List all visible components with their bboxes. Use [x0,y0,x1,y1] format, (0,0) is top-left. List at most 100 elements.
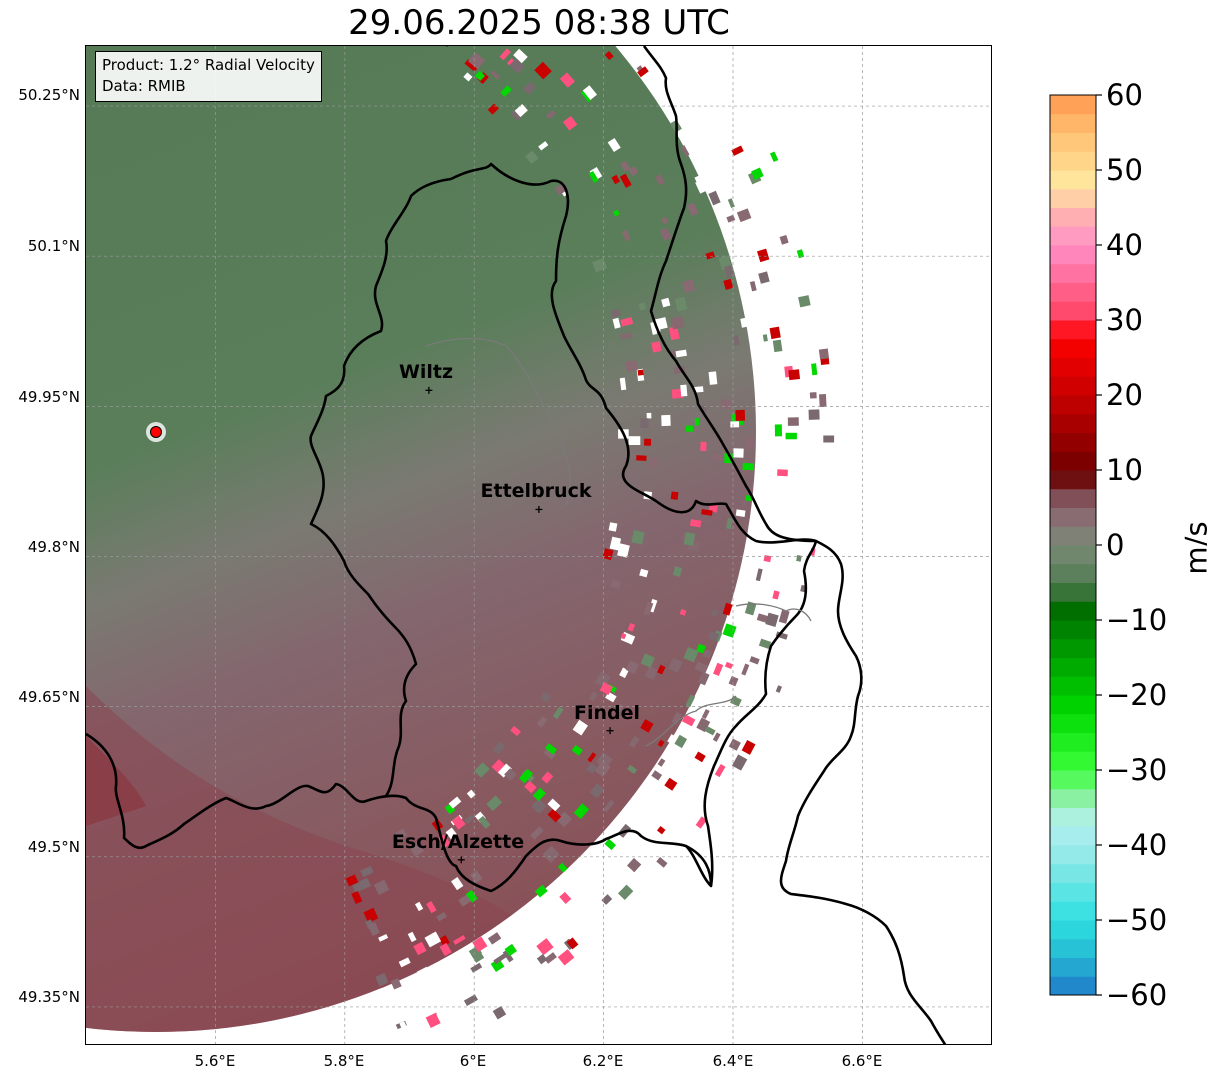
lon-tick-label: 6.4°E [712,1052,754,1070]
radar-speckle [580,89,593,103]
radar-speckle [808,409,820,420]
radar-speckle [645,48,659,61]
radar-speckle [755,568,763,582]
radar-speckle [602,548,614,561]
radar-speckle [724,265,734,279]
colorbar-band [1050,432,1096,452]
radar-speckle [637,369,644,376]
radar-speckle [453,934,466,945]
radar-speckle [696,643,706,654]
radar-speckle [582,85,598,100]
radar-speckle [510,725,521,737]
radar-speckle [751,167,764,180]
radar-speckle [788,369,801,381]
city-label: Esch/Alzette [391,831,525,853]
radar-speckle [589,783,605,799]
colorbar-band [1050,713,1096,733]
colorbar-band [1050,657,1096,677]
radar-speckle [470,980,485,994]
city-marker [535,505,543,513]
radar-speckle [439,935,450,947]
rivers [425,337,812,747]
radar-speckle [657,739,665,747]
radar-speckle [733,448,744,458]
radar-speckle [740,317,751,328]
radar-speckle [604,838,616,851]
radar-speckle [534,884,548,898]
radar-speckle [823,435,835,443]
colorbar-band [1050,826,1096,846]
radar-speckle [697,671,710,686]
colorbar-band [1050,188,1096,208]
radar-speckle [714,764,726,778]
radar-speckle [704,725,716,736]
radar-speckle [601,894,613,905]
colorbar-tick-label: 50 [1106,153,1143,187]
city-label: Findel [573,702,641,724]
colorbar-band [1050,470,1096,490]
radar-speckle [811,363,818,376]
radar-speckle [424,931,442,948]
radar-speckle [474,762,490,778]
radar-speckle [748,710,761,723]
radar-map[interactable] [85,45,992,1045]
radar-speckle [730,421,740,428]
radar-speckle [657,758,666,767]
colorbar-band [1050,920,1096,940]
map-title: 29.06.2025 08:38 UTC [348,3,730,43]
radar-speckle [638,302,647,311]
radar-speckle [617,884,634,900]
colorbar-band [1050,488,1096,508]
radar-speckle [683,647,699,663]
radar-speckle [726,214,736,223]
radar-speckle [543,747,556,760]
radar-speckle [586,762,598,774]
colorbar-unit-label: m/s [1179,521,1207,575]
radar-speckle [775,685,782,693]
colorbar-band [1050,563,1096,583]
radar-speckle [547,808,562,823]
radar-speckle [619,173,632,188]
radar-speckle [639,568,649,578]
radar-speckle [644,665,658,680]
radar-speckle [612,317,621,329]
colorbar-tick-label: −60 [1106,978,1168,1012]
radar-speckle [708,190,721,206]
radar-speckle [705,251,715,260]
radar-speckle [765,612,779,627]
colorbar-band [1050,545,1096,565]
radar-speckle [640,653,655,668]
radar-speckle [670,316,685,330]
radar-speckle [436,911,448,922]
radar-map-canvas[interactable] [86,46,992,1045]
radar-speckle [825,382,834,389]
radar-speckle [540,691,552,703]
radar-speckle [525,150,539,164]
radar-speckle [617,543,630,558]
radar-speckle [573,803,590,819]
radar-speckle [643,601,654,616]
radar-speckle [741,739,756,755]
radar-speckle [620,332,633,340]
radar-speckle [708,631,720,642]
radar-speckle [819,394,827,408]
radar-speckle [728,675,739,687]
radar-speckle [742,462,755,471]
lat-tick-label: 49.5°N [27,838,80,856]
radar-speckle [628,735,640,749]
radar-speckle [672,566,683,577]
radar-speckle [674,734,688,749]
radar-speckle [671,711,682,725]
colorbar-band [1050,301,1096,321]
colorbar-tick-label: 40 [1106,228,1143,262]
radar-speckle [627,622,636,632]
radar-speckle [465,889,478,903]
radar-speckle [448,796,462,809]
radar-speckle [626,857,642,873]
radar-speckle [763,555,772,563]
city-marker [606,727,614,735]
radar-speckle [345,874,359,887]
colorbar-band [1050,451,1096,471]
radar-speckle [694,417,700,426]
radar-speckle [463,994,478,1007]
